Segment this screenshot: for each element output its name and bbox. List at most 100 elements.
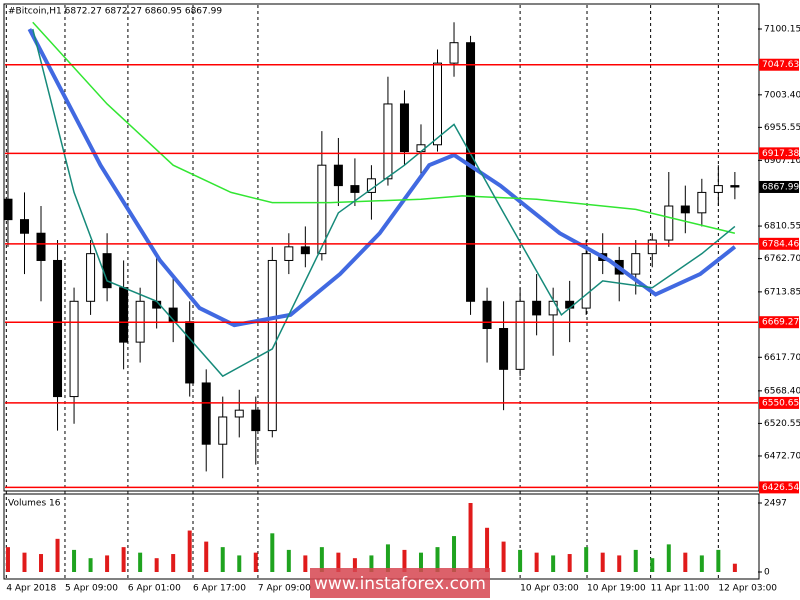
candle-body [36, 232, 46, 261]
level-label: 6426.54 [762, 483, 799, 493]
volume-bar [22, 552, 27, 572]
x-tick-label: 10 Apr 19:00 [587, 584, 646, 594]
volume-title: Volumes 16 [8, 499, 61, 509]
volume-bar [105, 555, 110, 572]
candle-body [449, 42, 459, 64]
y-tick-label: 6762.70 [764, 254, 800, 264]
level-label: 6669.27 [762, 318, 799, 328]
x-tick-label: 5 Apr 09:00 [65, 584, 118, 594]
volume-bar [402, 549, 407, 572]
x-tick-label: 10 Apr 03:00 [520, 584, 579, 594]
volume-bar [88, 558, 93, 572]
candle-body [350, 185, 360, 193]
last-price-box [759, 180, 799, 193]
volume-bar [485, 527, 490, 572]
candle-body [383, 103, 393, 180]
volume-bar [551, 555, 556, 572]
candle-body [53, 259, 63, 398]
level-label-box [759, 481, 799, 494]
level-label-box [759, 237, 799, 250]
candle-body [234, 409, 244, 418]
volume-bar [452, 536, 457, 572]
candle-body [433, 62, 443, 146]
y-tick-label: 6472.70 [764, 451, 800, 461]
candle-body [466, 42, 476, 302]
volume-bar [319, 547, 324, 572]
moving-average [32, 21, 736, 234]
volume-bar [666, 544, 671, 572]
x-tick-label: 6 Apr 01:00 [128, 584, 181, 594]
candle-body [185, 321, 195, 384]
level-label-box [759, 58, 799, 71]
x-tick-label: 6 Apr 17:00 [193, 584, 246, 594]
y-tick-label: 6713.85 [764, 287, 800, 297]
candle-body [730, 185, 740, 188]
candle-body [416, 144, 426, 153]
y-tick-label: 6568.40 [764, 386, 800, 396]
candle-body [69, 300, 79, 398]
volume-bar [435, 547, 440, 572]
level-label-box [759, 147, 799, 160]
volume-bar [204, 541, 209, 572]
volume-bar [303, 555, 308, 572]
candle-body [86, 253, 96, 302]
volume-bar [138, 552, 143, 572]
candle-body [499, 328, 509, 370]
watermark: www.instaforex.com [314, 574, 486, 594]
volume-bar [617, 555, 622, 572]
chart-title: #Bitcoin,H1 6872.27 6872.27 6860.95 6867… [8, 7, 222, 17]
volume-bar [650, 558, 655, 572]
candle-body [3, 198, 13, 221]
price-frame [3, 3, 760, 492]
volume-bar [5, 547, 10, 572]
candle-body [713, 185, 723, 193]
volume-bar [55, 538, 60, 572]
candle-body [532, 300, 542, 316]
volume-bar [385, 544, 390, 572]
volume-bar [72, 549, 77, 572]
volume-bar [600, 552, 605, 572]
x-tick-label: 7 Apr 09:00 [258, 584, 311, 594]
volume-bar [154, 558, 159, 572]
candle-body [218, 416, 228, 445]
candle-body [284, 246, 294, 261]
moving-average [27, 28, 737, 328]
y-tick-label: 7003.40 [764, 90, 800, 100]
candle-body [251, 409, 261, 432]
volume-tick-label: 0 [764, 568, 770, 578]
candle-body [300, 246, 310, 255]
volume-bar [237, 555, 242, 572]
level-label-box [759, 396, 799, 409]
volume-bar [39, 554, 44, 572]
level-label: 6550.65 [762, 398, 799, 408]
volume-bar [352, 558, 357, 572]
moving-average [32, 28, 736, 378]
candle-body [201, 382, 211, 445]
y-tick-label: 6520.55 [764, 419, 800, 429]
candle-body [680, 205, 690, 214]
volume-bar [171, 554, 176, 572]
volume-bar [220, 547, 225, 572]
volume-bar [732, 563, 737, 572]
volume-bar [501, 541, 506, 572]
candle-body [333, 164, 343, 187]
volume-bar [534, 552, 539, 572]
volume-bar [253, 552, 258, 572]
candle-body [647, 239, 657, 255]
volume-bar [121, 547, 126, 572]
y-tick-label: 6810.55 [764, 222, 800, 232]
last-price-label: 6867.99 [762, 182, 799, 192]
candle-body [399, 103, 409, 153]
candle-body [548, 300, 558, 316]
volume-bar [584, 547, 589, 572]
level-label-box [759, 316, 799, 329]
candle-body [267, 259, 277, 432]
x-tick-label: 11 Apr 11:00 [651, 584, 710, 594]
y-tick-label: 6955.55 [764, 123, 800, 133]
volume-bar [699, 555, 704, 572]
candle-body [631, 253, 641, 275]
volume-bar [187, 530, 192, 572]
volume-bar [567, 554, 572, 572]
level-label: 6917.38 [762, 149, 799, 159]
